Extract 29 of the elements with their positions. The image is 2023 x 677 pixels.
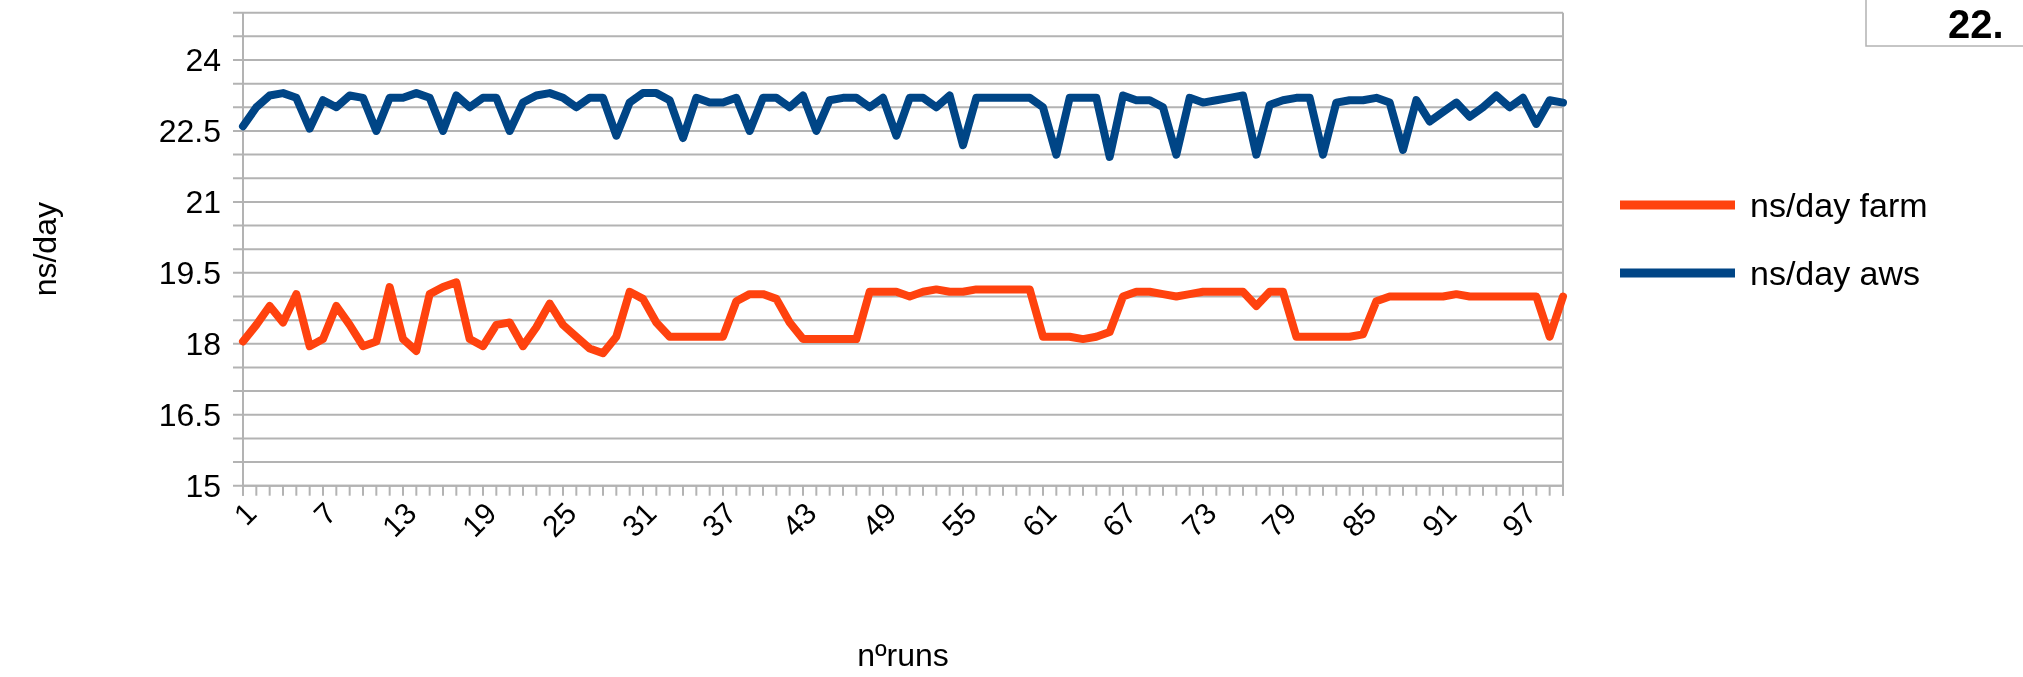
x-tick-label: 61 [1015,496,1063,543]
x-tick-label: 49 [855,496,903,543]
legend-label: ns/day aws [1750,254,1921,292]
y-tick-label: 24 [185,42,221,78]
x-tick-label: 85 [1335,496,1383,543]
y-tick-label: 18 [185,325,221,362]
x-tick-label: 91 [1415,496,1463,543]
y-axis-title: ns/day [27,202,63,297]
x-tick-label: 37 [695,496,743,543]
text: 22. [1948,2,2004,46]
x-tick-label: 13 [375,496,423,543]
y-tick-label: 21 [185,183,221,220]
x-tick-label: 7 [307,496,343,532]
x-tick-label: 79 [1255,496,1303,543]
y-tick-label: 16.5 [158,396,221,433]
legend-label: ns/day farm [1750,186,1928,224]
x-tick-label: 55 [935,496,983,543]
y-tick-label: 19.5 [158,254,221,291]
x-tick-label: 1 [227,496,263,532]
x-tick-label: 67 [1095,496,1143,543]
x-tick-label: 31 [615,496,663,543]
x-axis-title: nºruns [857,637,949,673]
x-tick-label: 19 [455,496,503,543]
x-tick-label: 43 [775,496,823,543]
x-tick-label: 73 [1175,496,1223,543]
y-tick-label: 22.5 [158,112,221,149]
x-tick-label: 97 [1495,496,1543,543]
x-tick-label: 25 [535,496,583,543]
y-tick-label: 15 [185,467,221,504]
